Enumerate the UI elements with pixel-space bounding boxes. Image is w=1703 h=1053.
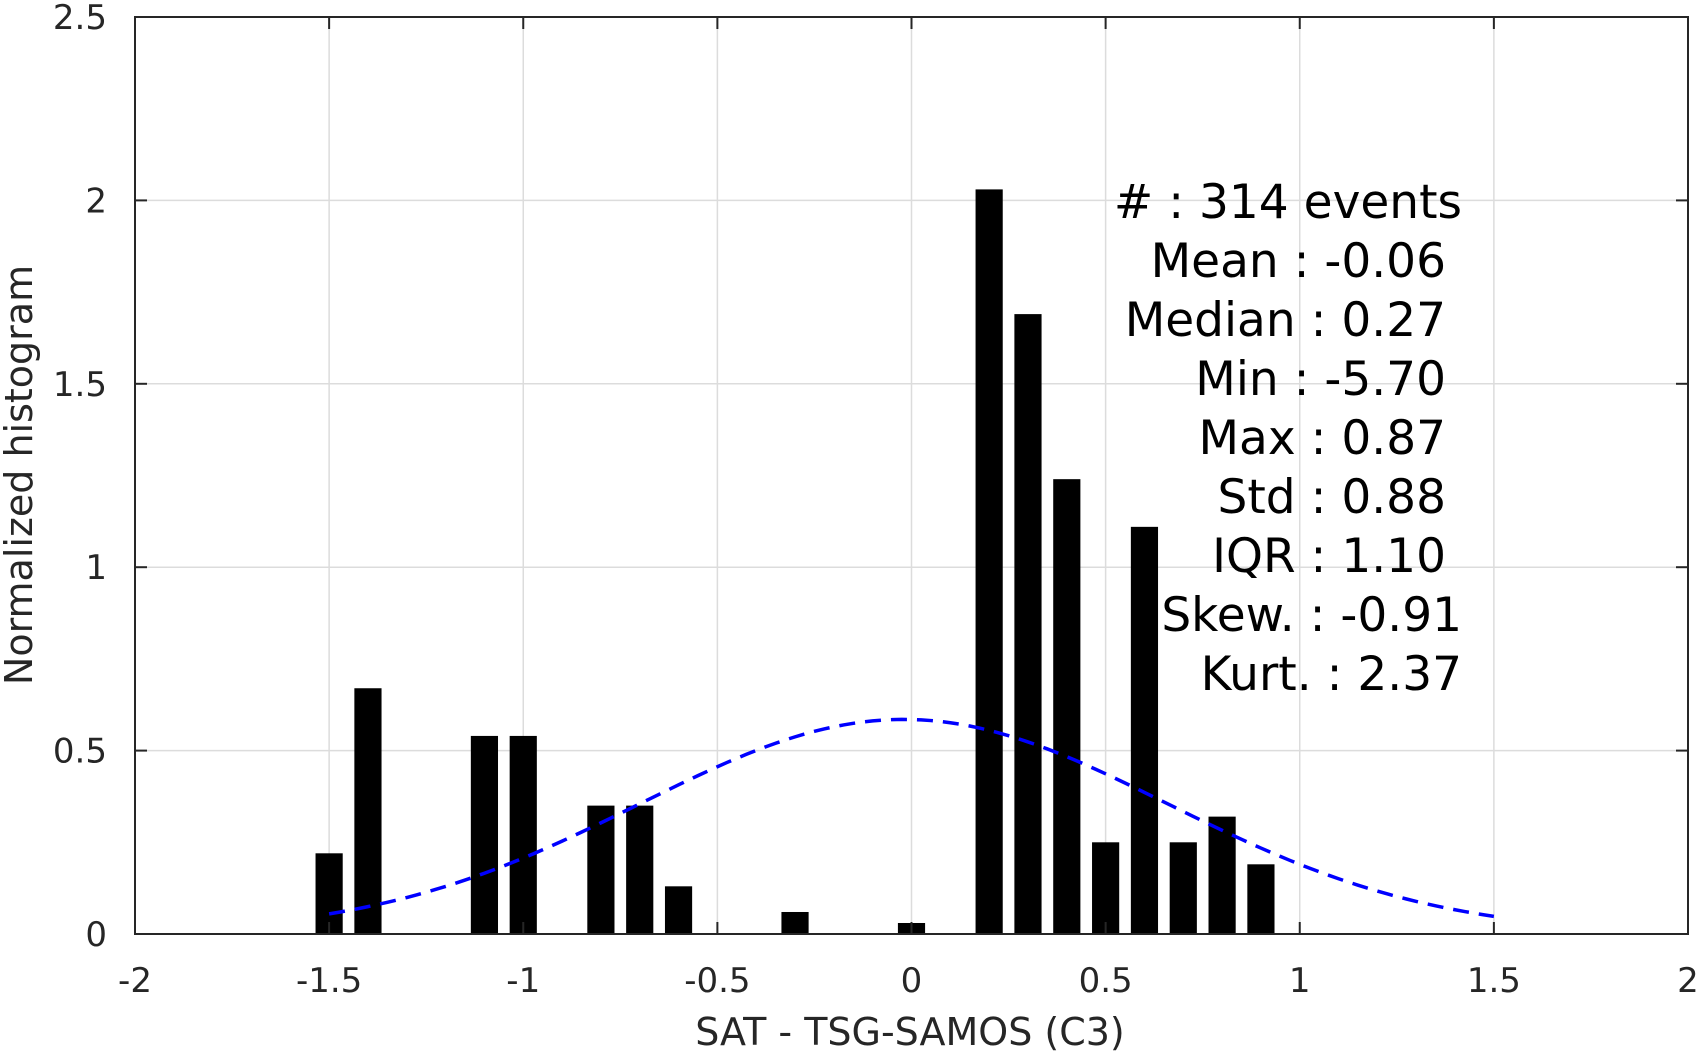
grid-lines — [135, 17, 1688, 934]
histogram-bar — [354, 688, 382, 934]
y-tick-label: 0 — [85, 915, 107, 955]
x-tick-label: 2 — [1677, 961, 1699, 1001]
x-tick-label: -1.5 — [296, 961, 362, 1001]
histogram-bar — [1053, 479, 1081, 934]
stat-line: Kurt. : 2.37 — [1201, 647, 1462, 702]
x-tick-label: -1 — [506, 961, 540, 1001]
histogram-bar — [509, 735, 537, 934]
histogram-bar — [975, 189, 1003, 934]
histogram-bar — [587, 805, 615, 934]
stat-line: Mean : -0.06 — [1151, 234, 1446, 289]
histogram-bar — [1208, 816, 1236, 934]
stat-line: Median : 0.27 — [1125, 293, 1446, 348]
x-tick-label: 1.5 — [1467, 961, 1521, 1001]
x-tick-label: 1 — [1289, 961, 1311, 1001]
histogram-bar — [315, 853, 343, 934]
stat-line: Std : 0.88 — [1218, 470, 1446, 525]
histogram-bar — [470, 735, 499, 934]
y-tick-labels: 0 0.5 1 1.5 2 2.5 — [53, 0, 107, 955]
histogram-bar — [1247, 864, 1275, 934]
x-tick-labels: -2 -1.5 -1 -0.5 0 0.5 1 1.5 2 — [118, 961, 1699, 1001]
histogram-bar — [781, 911, 809, 934]
x-tick-label: -2 — [118, 961, 152, 1001]
stat-line: Min : -5.70 — [1195, 352, 1446, 407]
histogram-bar — [1130, 526, 1159, 934]
y-tick-label: 0.5 — [53, 732, 107, 772]
histogram-bar — [664, 886, 693, 934]
x-tick-label: 0.5 — [1079, 961, 1133, 1001]
histogram-bars — [315, 189, 1275, 934]
stat-line: # : 314 events — [1114, 175, 1462, 230]
stat-line: IQR : 1.10 — [1212, 529, 1446, 584]
stat-line: Max : 0.87 — [1198, 411, 1446, 466]
y-tick-label: 2.5 — [53, 0, 107, 38]
y-axis-label: Normalized histogram — [0, 265, 41, 685]
y-tick-label: 2 — [85, 181, 107, 221]
axes-box — [134, 16, 1689, 935]
x-tick-label: -0.5 — [684, 961, 750, 1001]
histogram-bar — [1169, 842, 1197, 934]
histogram-bar — [1014, 314, 1042, 934]
x-tick-label: 0 — [901, 961, 923, 1001]
x-axis-label: SAT - TSG-SAMOS (C3) — [695, 1010, 1125, 1053]
histogram-bar — [626, 805, 654, 934]
stat-line: Skew. : -0.91 — [1161, 588, 1462, 643]
y-tick-label: 1 — [85, 548, 107, 588]
histogram-bar — [1092, 842, 1120, 934]
y-tick-label: 1.5 — [53, 365, 107, 405]
